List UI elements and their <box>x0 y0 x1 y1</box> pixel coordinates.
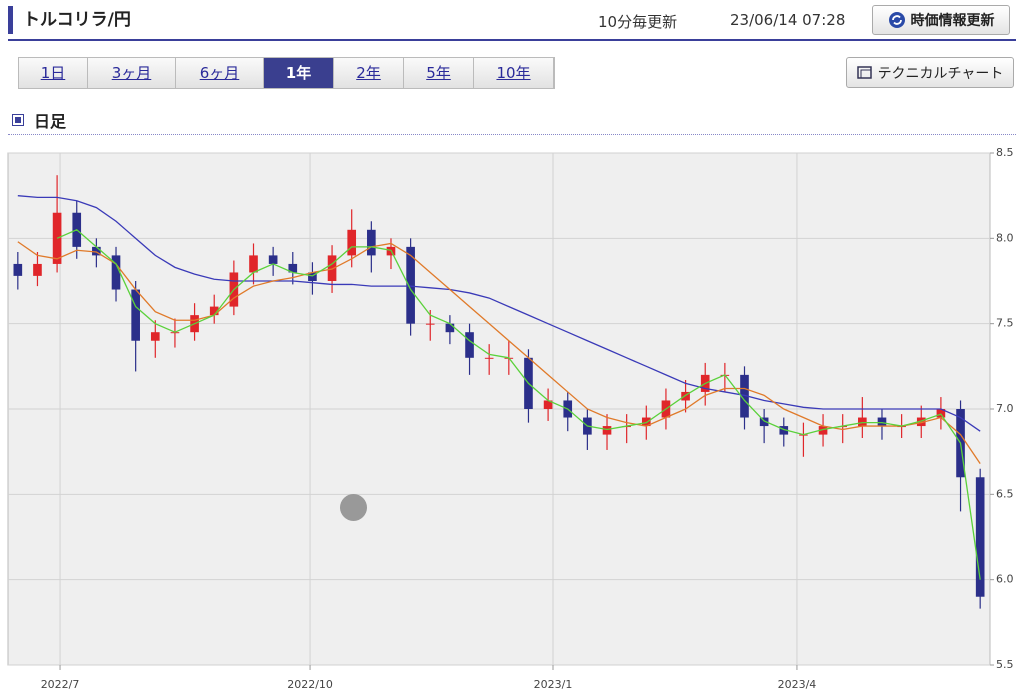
moving-average <box>56 229 981 580</box>
candle-body <box>818 426 828 435</box>
x-tick-label: 2023/1 <box>534 678 573 691</box>
timestamp: 23/06/14 07:28 <box>730 11 846 29</box>
period-tab[interactable]: 2年 <box>334 58 404 88</box>
section-icon <box>12 114 24 126</box>
candle-body <box>916 417 926 427</box>
candle-body <box>288 263 298 273</box>
candle-body <box>484 357 494 359</box>
y-tick-label: 5.5 <box>996 658 1014 671</box>
candle-body <box>779 426 789 435</box>
candle-body <box>131 289 140 341</box>
section-rule <box>8 134 1016 135</box>
candle-body <box>52 212 62 264</box>
x-tick-label: 2023/4 <box>778 678 817 691</box>
technical-label: テクニカルチャート <box>877 65 1004 82</box>
y-tick-label: 7.5 <box>996 317 1014 330</box>
candle-body <box>465 332 474 358</box>
candle-body <box>740 374 749 418</box>
candle-body <box>681 391 690 401</box>
candle-body <box>858 417 867 427</box>
refresh-label: 時価情報更新 <box>910 13 995 29</box>
x-tick-label: 2022/7 <box>41 678 80 691</box>
period-tab[interactable]: 1日 <box>19 58 88 88</box>
candle-body <box>268 255 278 264</box>
moving-average <box>17 241 981 464</box>
refresh-button[interactable]: 時価情報更新 <box>872 5 1010 35</box>
page-title: トルコリラ/円 <box>8 6 131 34</box>
refresh-icon <box>888 12 905 28</box>
candle-body <box>327 255 337 281</box>
period-tabs: 1日 3ヶ月 6ヶ月 1年 2年 5年 10年 <box>18 57 555 89</box>
candle-body <box>111 255 121 290</box>
candle-body <box>602 426 612 435</box>
y-tick-label: 6.5 <box>996 487 1014 500</box>
moving-average <box>17 195 981 432</box>
y-tick-label: 6.0 <box>996 573 1014 586</box>
y-tick-label: 8.0 <box>996 231 1014 244</box>
cursor-indicator <box>340 494 367 521</box>
y-tick-label: 8.5 <box>996 146 1014 159</box>
candle-body <box>150 332 160 341</box>
section-header: 日足 <box>12 108 66 132</box>
section-title: 日足 <box>34 112 67 131</box>
candle-body <box>445 323 455 333</box>
candle-body <box>33 263 42 276</box>
update-note: 10分毎更新 <box>598 13 678 31</box>
y-tick-label: 7.0 <box>996 402 1014 415</box>
candle-body <box>936 409 946 418</box>
candle-body <box>249 255 258 273</box>
period-tab[interactable]: 1年 <box>264 58 334 88</box>
x-tick-label: 2022/10 <box>287 678 333 691</box>
candle-body <box>347 229 357 256</box>
candle-body <box>406 246 415 324</box>
candle-body <box>759 417 769 427</box>
candle-body <box>975 477 985 597</box>
period-tab[interactable]: 10年 <box>474 58 554 88</box>
candle-body <box>877 417 887 427</box>
candle-body <box>543 400 553 409</box>
candle-body <box>308 272 317 281</box>
candle-body <box>209 306 219 316</box>
header-rule <box>8 39 1016 41</box>
window-icon <box>856 65 872 79</box>
candle-body <box>13 263 23 276</box>
candle-body <box>367 229 376 256</box>
period-tab[interactable]: 3ヶ月 <box>88 58 176 88</box>
candle-body <box>92 246 101 256</box>
period-tab[interactable]: 6ヶ月 <box>176 58 264 88</box>
candle-body <box>425 323 435 325</box>
technical-button[interactable]: テクニカルチャート <box>846 57 1014 88</box>
candle-body <box>641 417 651 427</box>
period-tab[interactable]: 5年 <box>404 58 474 88</box>
